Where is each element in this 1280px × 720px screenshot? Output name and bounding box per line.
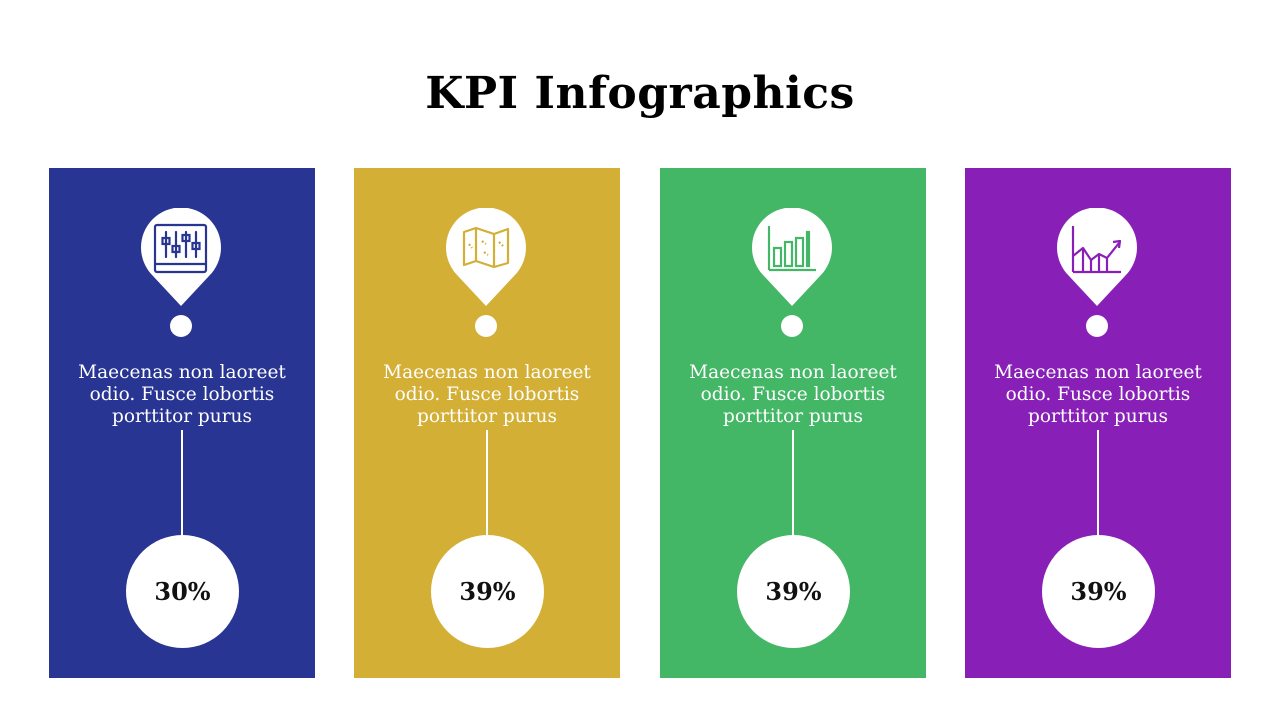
- card-description: Maecenas non laoreet odio. Fusce loborti…: [383, 362, 591, 427]
- bar-chart-icon: [767, 226, 816, 272]
- page-title: KPI Infographics: [425, 68, 855, 119]
- kpi-value: 39%: [1042, 535, 1155, 648]
- pin-dot: [781, 315, 803, 337]
- connector-line: [792, 430, 794, 536]
- location-pin-marker: [446, 208, 526, 308]
- card-description: Maecenas non laoreet odio. Fusce loborti…: [994, 362, 1202, 427]
- pin-dot: [475, 315, 497, 337]
- connector-line: [181, 430, 183, 536]
- kpi-card-1: Maecenas non laoreet odio. Fusce loborti…: [49, 168, 315, 678]
- kpi-value: 30%: [126, 535, 239, 648]
- location-pin-marker: [752, 208, 832, 308]
- growth-chart-icon: [1071, 226, 1122, 274]
- pin-dot: [1086, 315, 1108, 337]
- pin-dot: [170, 315, 192, 337]
- equalizer-sliders-icon: [153, 223, 208, 274]
- connector-line: [1097, 430, 1099, 536]
- connector-line: [486, 430, 488, 536]
- kpi-card-4: Maecenas non laoreet odio. Fusce loborti…: [965, 168, 1231, 678]
- kpi-value: 39%: [737, 535, 850, 648]
- kpi-value: 39%: [431, 535, 544, 648]
- kpi-card-2: Maecenas non laoreet odio. Fusce loborti…: [354, 168, 620, 678]
- location-pin-marker: [1057, 208, 1137, 308]
- map-icon: [462, 226, 510, 269]
- kpi-card-3: Maecenas non laoreet odio. Fusce loborti…: [660, 168, 926, 678]
- location-pin-marker: [141, 208, 221, 308]
- card-description: Maecenas non laoreet odio. Fusce loborti…: [689, 362, 897, 427]
- card-description: Maecenas non laoreet odio. Fusce loborti…: [78, 362, 286, 427]
